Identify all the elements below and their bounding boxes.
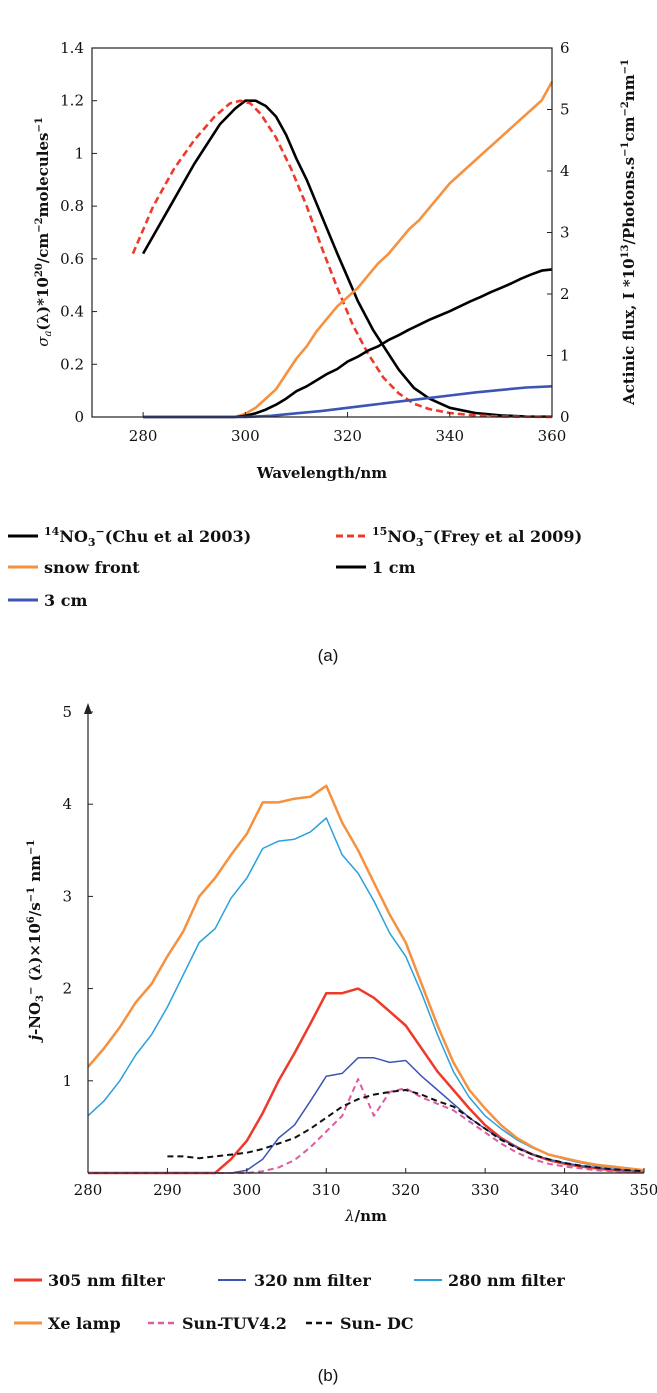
chart-a-x-ticks: 280 300 320 340 360: [129, 412, 567, 445]
series-a-1-cm: [143, 268, 553, 419]
legend-b-item-sun-dc: Sun- DC: [306, 1314, 414, 1333]
chart-b-y-tick-label: 5: [62, 703, 72, 721]
chart-a-left-y-tick-label: 1.2: [60, 92, 84, 110]
chart-b-legend: 305 nm filter 320 nm filter 280 nm filte…: [14, 1271, 565, 1333]
chart-a-right-y-tick-label: 1: [560, 347, 570, 365]
series-b-sun-tuv4-2: [88, 1078, 644, 1174]
chart-a-x-tick-label: 300: [231, 427, 260, 445]
chart-b-y-tick-label: 1: [62, 1072, 72, 1090]
chart-b-caption: (b): [318, 1366, 339, 1385]
legend-b-label-sun-tuv: Sun-TUV4.2: [182, 1314, 287, 1333]
chart-a-x-tick-label: 360: [538, 427, 567, 445]
chart-a: 280 300 320 340 360 0 0.2 0.4 0.6 0.8 1 1.2 1.4 0 1 2…: [8, 39, 638, 665]
legend-b-item-sun-tuv: Sun-TUV4.2: [148, 1314, 287, 1333]
chart-a-right-y-tick-label: 3: [560, 224, 570, 242]
chart-a-caption: (a): [318, 646, 339, 665]
legend-a-label-3cm: 3 cm: [44, 591, 87, 610]
series-b-sun-dc: [167, 1089, 645, 1173]
legend-b-label-305nm: 305 nm filter: [48, 1271, 165, 1290]
chart-a-left-y-tick-label: 0: [74, 408, 84, 426]
chart-a-left-y-ticks: 0 0.2 0.4 0.6 0.8 1 1.2 1.4: [60, 39, 97, 426]
legend-b-label-xe-lamp: Xe lamp: [48, 1314, 121, 1333]
chart-a-left-y-tick-label: 0.6: [60, 250, 84, 268]
legend-b-item-280nm: 280 nm filter: [414, 1271, 565, 1290]
chart-b-x-axis-label: λ/nm: [344, 1207, 387, 1225]
chart-b-x-tick-label: 310: [312, 1181, 341, 1199]
legend-a-item-1cm: 1 cm: [336, 558, 415, 577]
chart-b-y-tick-label: 2: [62, 980, 72, 998]
legend-b-label-320nm: 320 nm filter: [254, 1271, 371, 1290]
chart-a-legend: 14NO3−(Chu et al 2003) 15NO3−(Frey et al…: [8, 525, 582, 610]
legend-a-label-snow-front: snow front: [44, 558, 140, 577]
series-a-snow-front: [143, 81, 554, 419]
chart-b-x-tick-label: 350: [630, 1181, 657, 1199]
chart-a-left-y-tick-label: 0.2: [60, 355, 84, 373]
legend-a-item-snow-front: snow front: [8, 558, 140, 577]
chart-a-series-group: [131, 81, 554, 419]
chart-a-left-y-tick-label: 1.4: [60, 39, 84, 57]
legend-b-item-xe-lamp: Xe lamp: [14, 1314, 121, 1333]
legend-a-item-15no3: 15NO3−(Frey et al 2009): [336, 525, 582, 549]
legend-a-label-15no3: 15NO3−(Frey et al 2009): [372, 525, 582, 549]
chart-a-left-y-tick-label: 0.4: [60, 303, 84, 321]
legend-a-label-14no3: 14NO3−(Chu et al 2003): [44, 525, 251, 549]
chart-b-x-tick-label: 340: [550, 1181, 579, 1199]
chart-b-y-ticks: 1 2 3 4 5: [62, 703, 93, 1090]
series-b-xe-lamp: [87, 784, 645, 1172]
chart-b: 280 290 300 310 320 330 340 350 1 2 3 4 5 λ/nm j-NO…: [14, 703, 657, 1385]
series-a-14no3-chu-et-al-2003: [141, 99, 553, 418]
series-b-320-nm-filter: [88, 1057, 645, 1174]
chart-a-right-y-tick-label: 2: [560, 285, 570, 303]
series-a-3-cm: [143, 385, 553, 419]
chart-b-series-group: [87, 784, 645, 1175]
legend-a-item-14no3: 14NO3−(Chu et al 2003): [8, 525, 251, 549]
chart-b-x-tick-label: 330: [471, 1181, 500, 1199]
legend-a-label-1cm: 1 cm: [372, 558, 415, 577]
chart-a-left-y-tick-label: 1: [74, 144, 84, 162]
chart-b-y-tick-label: 4: [62, 795, 72, 813]
chart-a-x-axis-label: Wavelength/nm: [256, 464, 387, 482]
chart-b-y-axis-arrow: [84, 703, 92, 714]
legend-b-item-320nm: 320 nm filter: [218, 1271, 371, 1290]
chart-a-right-y-tick-label: 4: [560, 162, 570, 180]
chart-b-x-ticks: 280 290 300 310 320 330 340 350: [74, 1168, 657, 1199]
legend-a-item-3cm: 3 cm: [8, 591, 87, 610]
chart-b-x-tick-label: 320: [391, 1181, 420, 1199]
series-b-305-nm-filter: [88, 987, 645, 1175]
chart-a-right-y-ticks: 0 1 2 3 4 5 6: [547, 39, 570, 426]
chart-a-plot-frame: [91, 47, 553, 418]
chart-b-x-tick-label: 290: [153, 1181, 182, 1199]
chart-a-left-y-tick-label: 0.8: [60, 197, 84, 215]
chart-b-x-tick-label: 280: [74, 1181, 103, 1199]
chart-b-y-axis-label: j-NO3− (λ)×106/s−1 nm−1: [26, 840, 46, 1044]
chart-a-right-y-tick-label: 5: [560, 101, 570, 119]
chart-a-right-y-tick-label: 6: [560, 39, 570, 57]
legend-b-label-sun-dc: Sun- DC: [340, 1314, 414, 1333]
chart-a-x-tick-label: 280: [129, 427, 158, 445]
chart-b-x-tick-label: 300: [233, 1181, 262, 1199]
chart-a-x-tick-label: 340: [435, 427, 464, 445]
chart-b-y-tick-label: 3: [62, 887, 72, 905]
legend-b-label-280nm: 280 nm filter: [448, 1271, 565, 1290]
chart-a-right-y-axis-label: Actinic flux, I *1013/Photons.s−1cm−2nm−…: [620, 59, 638, 406]
legend-b-item-305nm: 305 nm filter: [14, 1271, 165, 1290]
chart-a-right-y-tick-label: 0: [560, 408, 570, 426]
chart-a-left-y-axis-label: σa(λ)*1020/cm−2molecules−1: [34, 117, 54, 347]
chart-a-x-tick-label: 320: [333, 427, 362, 445]
